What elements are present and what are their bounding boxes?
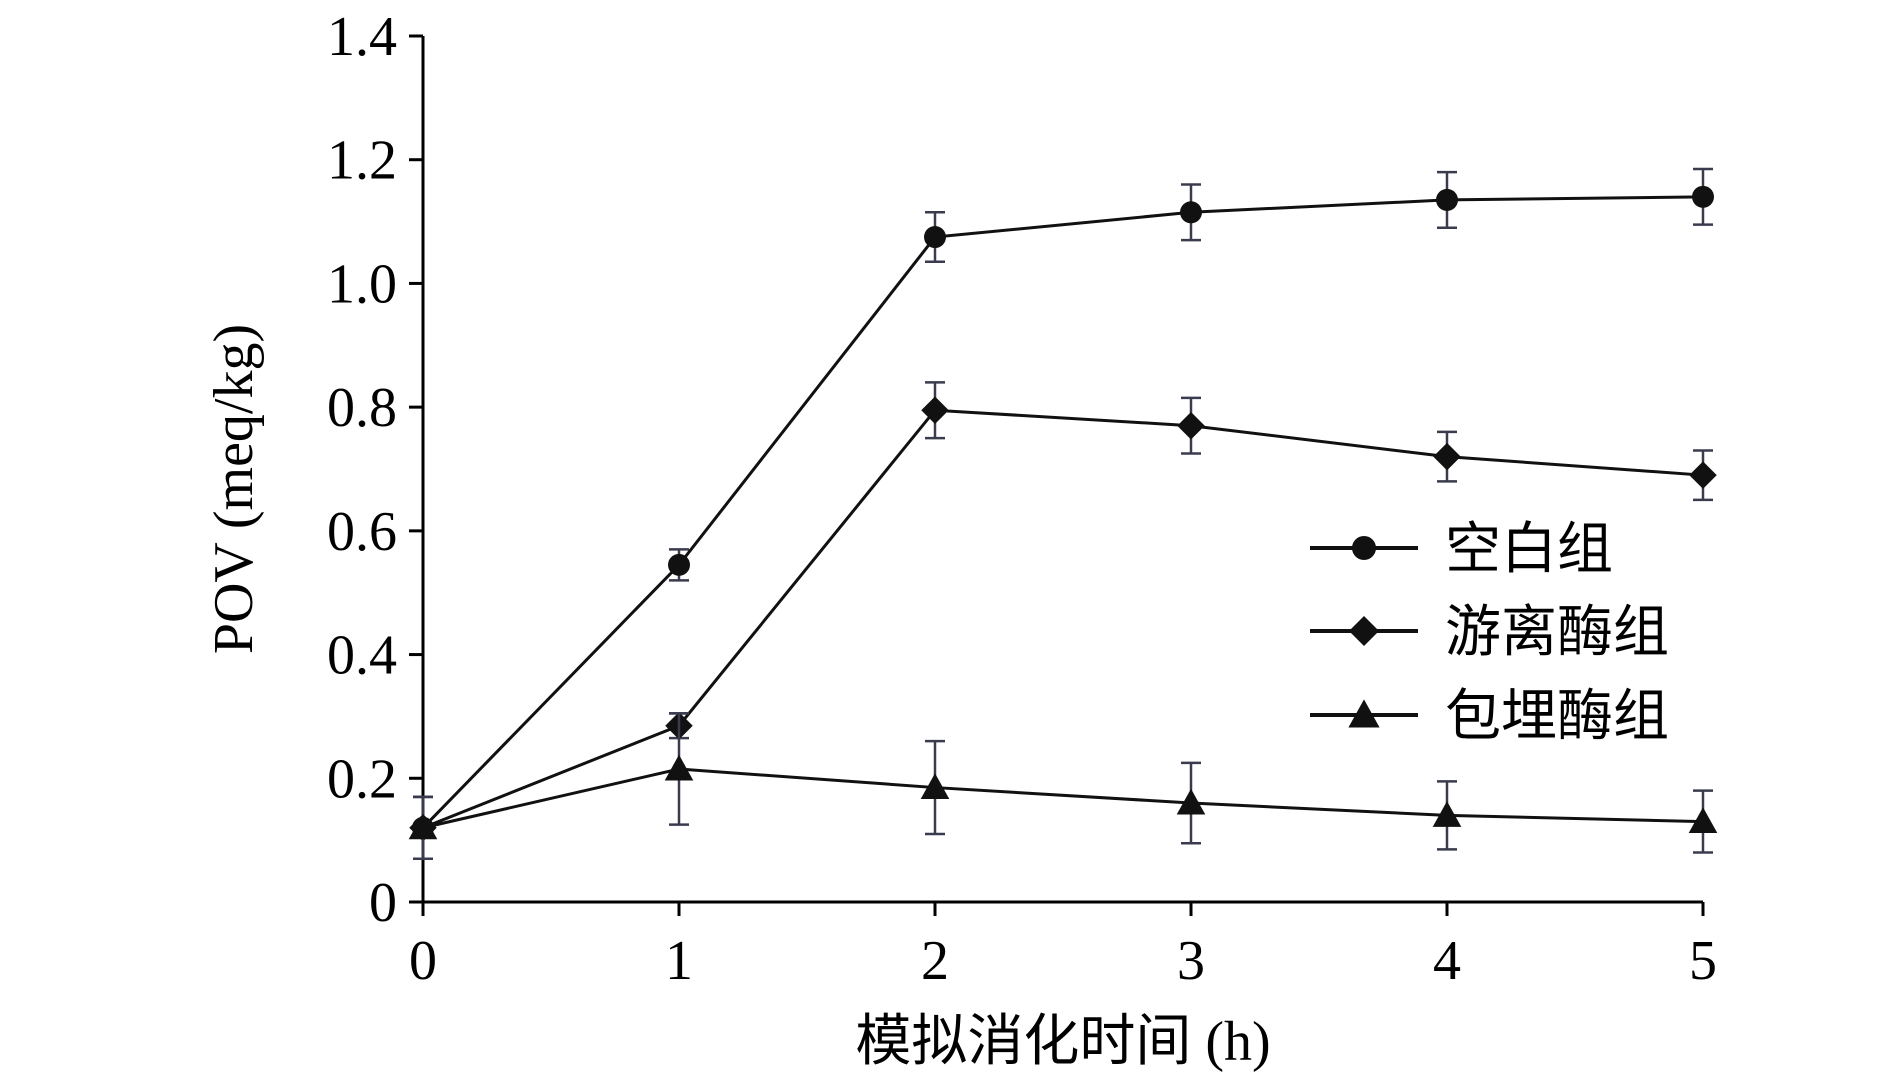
x-tick-label: 3 [1177,930,1205,992]
data-point [1436,188,1458,211]
legend-item-free-enzyme: 游离酶组 [1310,600,1669,665]
data-point [921,396,949,424]
y-tick-label: 0.2 [327,748,397,810]
x-tick-label: 2 [921,930,949,992]
data-point [1433,442,1461,471]
data-point [1692,185,1714,208]
data-point [1688,807,1718,834]
x-tick-label: 0 [409,930,437,992]
data-point [1432,801,1462,827]
data-point [664,754,694,781]
data-point [924,226,946,249]
legend-label: 游离酶组 [1445,600,1669,665]
legend-item-blank: 空白组 [1310,517,1613,582]
series-line-blank [421,195,1704,829]
series-embedded-enzyme [408,712,1718,860]
data-point [1176,788,1206,815]
x-tick-label: 1 [665,930,693,992]
data-point [408,813,438,840]
data-point [920,773,950,800]
x-tick-label: 5 [1689,930,1717,992]
series-blank [412,167,1714,860]
data-point [668,553,690,576]
legend-item-embedded-enzyme: 包埋酶组 [1310,684,1669,749]
y-axis-title: POV (meq/kg) [203,324,265,654]
legend-marker [1352,536,1376,560]
y-tick-label: 0 [369,872,397,934]
data-point [1180,201,1202,224]
y-tick-label: 0.6 [327,501,397,563]
y-tick-label: 0.8 [327,377,397,439]
ticks: 0 0.2 0.4 0.6 0.8 1.0 1.2 1.4 0 1 2 3 4 5 [327,6,1717,992]
series-line-embedded-enzyme [422,767,1704,830]
x-axis-title: 模拟消化时间 (h) [855,1011,1270,1073]
legend-marker [1348,699,1380,728]
data-point [1689,461,1717,489]
y-tick-label: 0.4 [327,625,397,687]
legend-marker [1349,616,1379,646]
series-line-free-enzyme [422,408,1704,830]
legend-label: 包埋酶组 [1445,684,1669,749]
y-tick-label: 1.2 [327,130,397,192]
data-point [1177,411,1205,440]
x-tick-label: 4 [1433,930,1461,992]
y-tick-label: 1.4 [327,6,397,68]
y-tick-label: 1.0 [327,253,397,315]
legend-label: 空白组 [1445,517,1613,582]
series-layer [408,167,1718,860]
axes [421,36,1703,904]
